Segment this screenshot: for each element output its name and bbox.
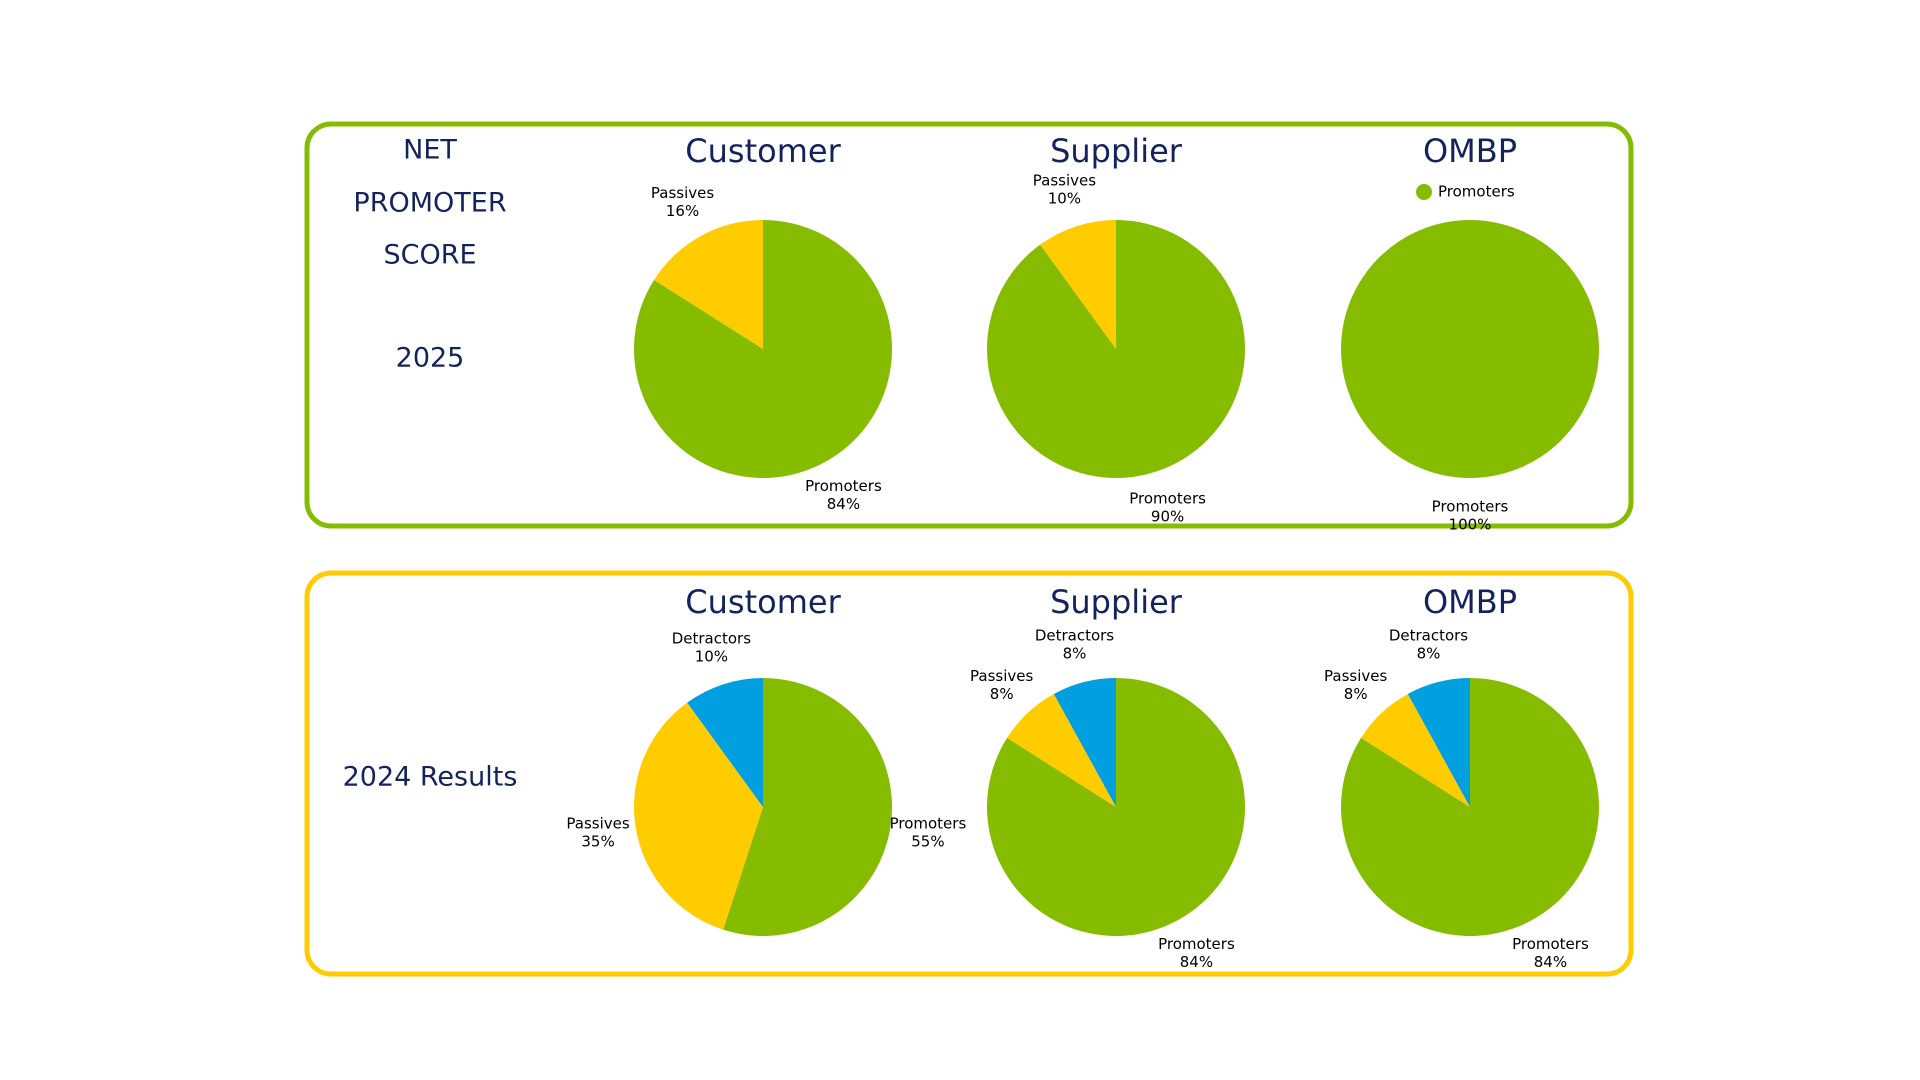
subheading: 2024 Results bbox=[343, 762, 518, 793]
chart-title: Customer bbox=[685, 132, 841, 170]
pie-slice bbox=[1053, 678, 1116, 807]
chart-title: Customer bbox=[685, 583, 841, 621]
panel-2024 bbox=[304, 570, 1634, 977]
slice-value: 8% bbox=[1417, 645, 1441, 663]
pie-slice bbox=[723, 678, 892, 936]
subheading: 2025 bbox=[396, 343, 465, 374]
chart-title: OMBP bbox=[1423, 583, 1517, 621]
heading: SCORE bbox=[383, 240, 476, 271]
slice-value: 8% bbox=[1063, 645, 1087, 663]
slice-label: Passives bbox=[1033, 172, 1096, 190]
pie-slice bbox=[987, 678, 1246, 937]
slice-label: Promoters bbox=[1512, 935, 1589, 953]
slice-value: 8% bbox=[1344, 685, 1368, 703]
slice-label: Promoters bbox=[805, 477, 882, 495]
slice-label: Passives bbox=[970, 667, 1033, 685]
heading: NET bbox=[403, 135, 457, 166]
chart-title: OMBP bbox=[1423, 132, 1517, 170]
chart-title: Supplier bbox=[1050, 132, 1183, 170]
pie-slice bbox=[654, 220, 763, 349]
pie-slice bbox=[1407, 678, 1470, 807]
slice-label: Detractors bbox=[672, 630, 751, 648]
panel-2025 bbox=[304, 121, 1634, 529]
slice-label: Detractors bbox=[1389, 627, 1468, 645]
pie-slice bbox=[1361, 693, 1470, 807]
slice-value: 10% bbox=[695, 648, 728, 666]
slice-label: Passives bbox=[1324, 667, 1387, 685]
slice-value: 55% bbox=[911, 833, 944, 851]
pie-slice bbox=[687, 678, 763, 807]
pie-slice bbox=[1341, 220, 1599, 478]
slice-label: Promoters bbox=[890, 815, 967, 833]
slice-value: 35% bbox=[581, 833, 614, 851]
chart-title: Supplier bbox=[1050, 583, 1183, 621]
slice-label: Promoters bbox=[1158, 935, 1235, 953]
pie-slice bbox=[1040, 220, 1116, 349]
slice-value: 90% bbox=[1151, 507, 1184, 525]
slice-label: Promoters bbox=[1129, 489, 1206, 507]
heading: PROMOTER bbox=[353, 188, 506, 219]
pie-slice bbox=[1007, 693, 1116, 807]
slice-label: Promoters bbox=[1432, 498, 1509, 516]
slice-value: 16% bbox=[666, 202, 699, 220]
slice-value: 8% bbox=[990, 685, 1014, 703]
pie-slice bbox=[634, 219, 893, 479]
slice-label: Passives bbox=[651, 184, 714, 202]
slice-value: 10% bbox=[1048, 190, 1081, 208]
pie-slice bbox=[987, 220, 1246, 478]
slice-value: 84% bbox=[1180, 953, 1213, 971]
slice-value: 100% bbox=[1449, 516, 1492, 534]
slice-label: Passives bbox=[566, 815, 629, 833]
slice-label: Detractors bbox=[1035, 627, 1114, 645]
pie-slice bbox=[634, 702, 763, 930]
slice-value: 84% bbox=[1534, 953, 1567, 971]
legend-swatch bbox=[1416, 184, 1432, 200]
legend-label: Promoters bbox=[1438, 183, 1515, 201]
slice-value: 84% bbox=[827, 495, 860, 513]
